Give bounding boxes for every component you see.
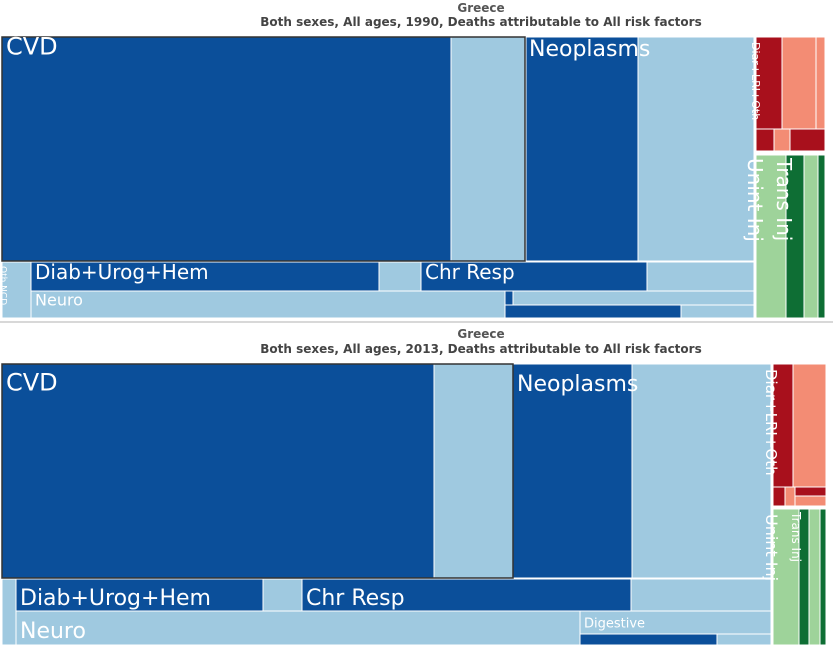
label-digestive: Digestive [584, 616, 645, 631]
comm-small-cell-2[interactable] [773, 128, 791, 152]
diar-main-cell[interactable] [755, 36, 783, 130]
label-unint-inj: Unint Inj [743, 158, 767, 242]
neoplasms-sub-cell[interactable] [631, 363, 772, 579]
diar-sub-cell-1[interactable] [781, 36, 817, 130]
small-ncd-cell-1[interactable] [504, 290, 514, 306]
oth-ncd-cell[interactable] [1, 261, 32, 319]
panel-1-subtitle: Both sexes, All ages, 1990, Deaths attri… [260, 15, 702, 29]
diar-sub-cell-2[interactable] [815, 36, 826, 130]
inj-small-cell[interactable] [817, 154, 826, 319]
comm-small-cell-3[interactable] [794, 486, 827, 497]
comm-small-cell-3[interactable] [789, 128, 826, 152]
inj-small-cell[interactable] [819, 508, 827, 646]
cvd-main-cell[interactable] [1, 36, 526, 262]
label-cvd: CVD [6, 32, 58, 60]
comm-small-cell-4[interactable] [794, 495, 827, 507]
label-trans-inj: Trans Inj [772, 157, 796, 241]
highlight-outline [1, 363, 514, 579]
label-diar: Diar+LRI+Oth [762, 369, 780, 476]
label-diar: Diar+LRI+Oth [749, 42, 762, 120]
trans-inj-sub-cell[interactable] [808, 508, 821, 646]
panel-separator [0, 321, 833, 323]
panel-2-subtitle: Both sexes, All ages, 2013, Deaths attri… [260, 342, 702, 356]
label-unint-inj: Unint Inj [762, 514, 781, 581]
unint-inj-cell[interactable] [755, 154, 787, 319]
oth-ncd-cell[interactable] [1, 578, 17, 646]
trans-inj-sub-cell[interactable] [803, 154, 819, 319]
label-diab: Diab+Urog+Hem [20, 586, 211, 611]
comm-small-cell-1[interactable] [755, 128, 775, 152]
label-oth-ncd: Oth NCD [0, 266, 7, 305]
cvd-sub-cell[interactable] [450, 36, 526, 262]
treemap-panel-2: CVD Neoplasms Diab+Urog+Hem Chr Resp Neuro Di… [1, 363, 827, 646]
small-ncd-cell-3[interactable] [504, 304, 682, 319]
small-ncd-cell-4[interactable] [680, 304, 755, 319]
label-neoplasms: Neoplasms [529, 37, 650, 62]
label-trans-inj: Trans Inj [789, 511, 803, 562]
unint-inj-cell[interactable] [772, 508, 800, 646]
neuro-cell[interactable] [30, 290, 506, 319]
label-chr-resp: Chr Resp [306, 586, 405, 611]
treemap-panel-1: CVD Neoplasms Diab+Urog+Hem Chr Resp Neuro Ot… [0, 32, 826, 319]
label-diab: Diab+Urog+Hem [35, 260, 209, 284]
neoplasms-sub-cell[interactable] [637, 36, 755, 262]
small-ncd-cell-2[interactable] [716, 633, 772, 646]
label-cvd: CVD [6, 368, 58, 396]
label-neoplasms: Neoplasms [517, 372, 638, 397]
chr-resp-sub-cell[interactable] [646, 261, 755, 292]
panel-2-title: Greece [457, 327, 505, 341]
comm-small-cell-2[interactable] [784, 486, 796, 507]
small-ncd-cell-2[interactable] [512, 290, 755, 306]
neoplasms-main-cell[interactable] [525, 36, 639, 262]
chr-resp-sub-cell[interactable] [630, 578, 772, 612]
label-chr-resp: Chr Resp [425, 260, 515, 284]
diab-main-cell[interactable] [30, 261, 380, 292]
comm-small-cell-1[interactable] [772, 486, 786, 507]
cvd-main-cell[interactable] [1, 363, 514, 579]
neuro-cell[interactable] [15, 610, 581, 646]
diab-sub-cell[interactable] [378, 261, 422, 292]
chr-resp-main-cell[interactable] [420, 261, 648, 292]
neoplasms-main-cell[interactable] [512, 363, 633, 579]
highlight-outline [1, 36, 526, 262]
label-neuro: Neuro [20, 619, 86, 644]
cvd-sub-cell[interactable] [433, 363, 514, 579]
panel-1-title: Greece [457, 1, 505, 15]
small-ncd-cell-1[interactable] [579, 633, 718, 646]
diar-sub-cell[interactable] [792, 363, 827, 488]
diab-sub-cell[interactable] [262, 578, 303, 612]
label-neuro: Neuro [35, 291, 83, 310]
